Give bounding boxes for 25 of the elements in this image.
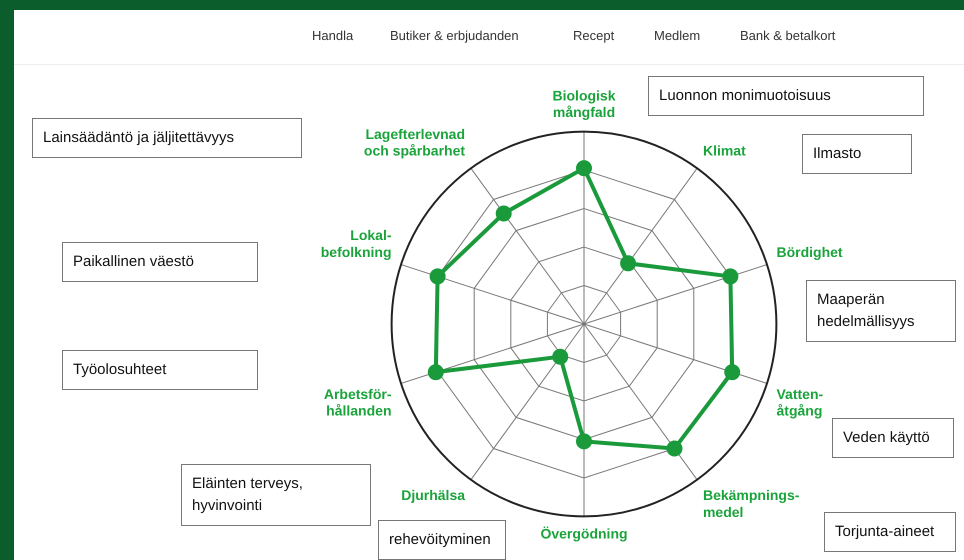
spoke-label: Lagefterlevnad och spårbarhet — [364, 126, 466, 159]
text: Veden käyttö — [832, 418, 954, 458]
spoke-label: Biologisk mångfald — [552, 87, 616, 120]
text: Medlem — [654, 28, 700, 43]
text: Bank & betalkort — [740, 28, 836, 43]
text: Recept — [573, 28, 614, 43]
spoke-label: Bördighet — [776, 244, 843, 260]
text: Lainsäädäntö ja jäljitettävyys — [32, 118, 302, 158]
text: Ilmasto — [802, 134, 912, 174]
text: Luonnon monimuotoisuus — [648, 76, 924, 116]
spoke-label: Bekämpnings- medel — [702, 487, 800, 520]
text: Torjunta-aineet — [824, 512, 956, 552]
text: Maaperän hedelmällisyys — [806, 280, 956, 342]
text: Handla — [312, 28, 354, 43]
text: Paikallinen väestö — [62, 242, 258, 282]
spoke-label: Lokal- befolkning — [320, 227, 392, 260]
text: Butiker & erbjudanden — [390, 28, 519, 43]
text: rehevöityminen — [378, 520, 506, 560]
spoke-label: Djurhälsa — [401, 487, 466, 504]
spoke-label: Klimat — [702, 142, 746, 159]
text: Eläinten terveys, hyvinvointi — [181, 464, 371, 526]
spoke-label: Arbetsför- hållanden — [324, 386, 392, 419]
text: Työolosuhteet — [62, 350, 258, 390]
spoke-label: Övergödning — [540, 526, 628, 542]
spoke-label: Vatten- åtgång — [776, 386, 824, 419]
